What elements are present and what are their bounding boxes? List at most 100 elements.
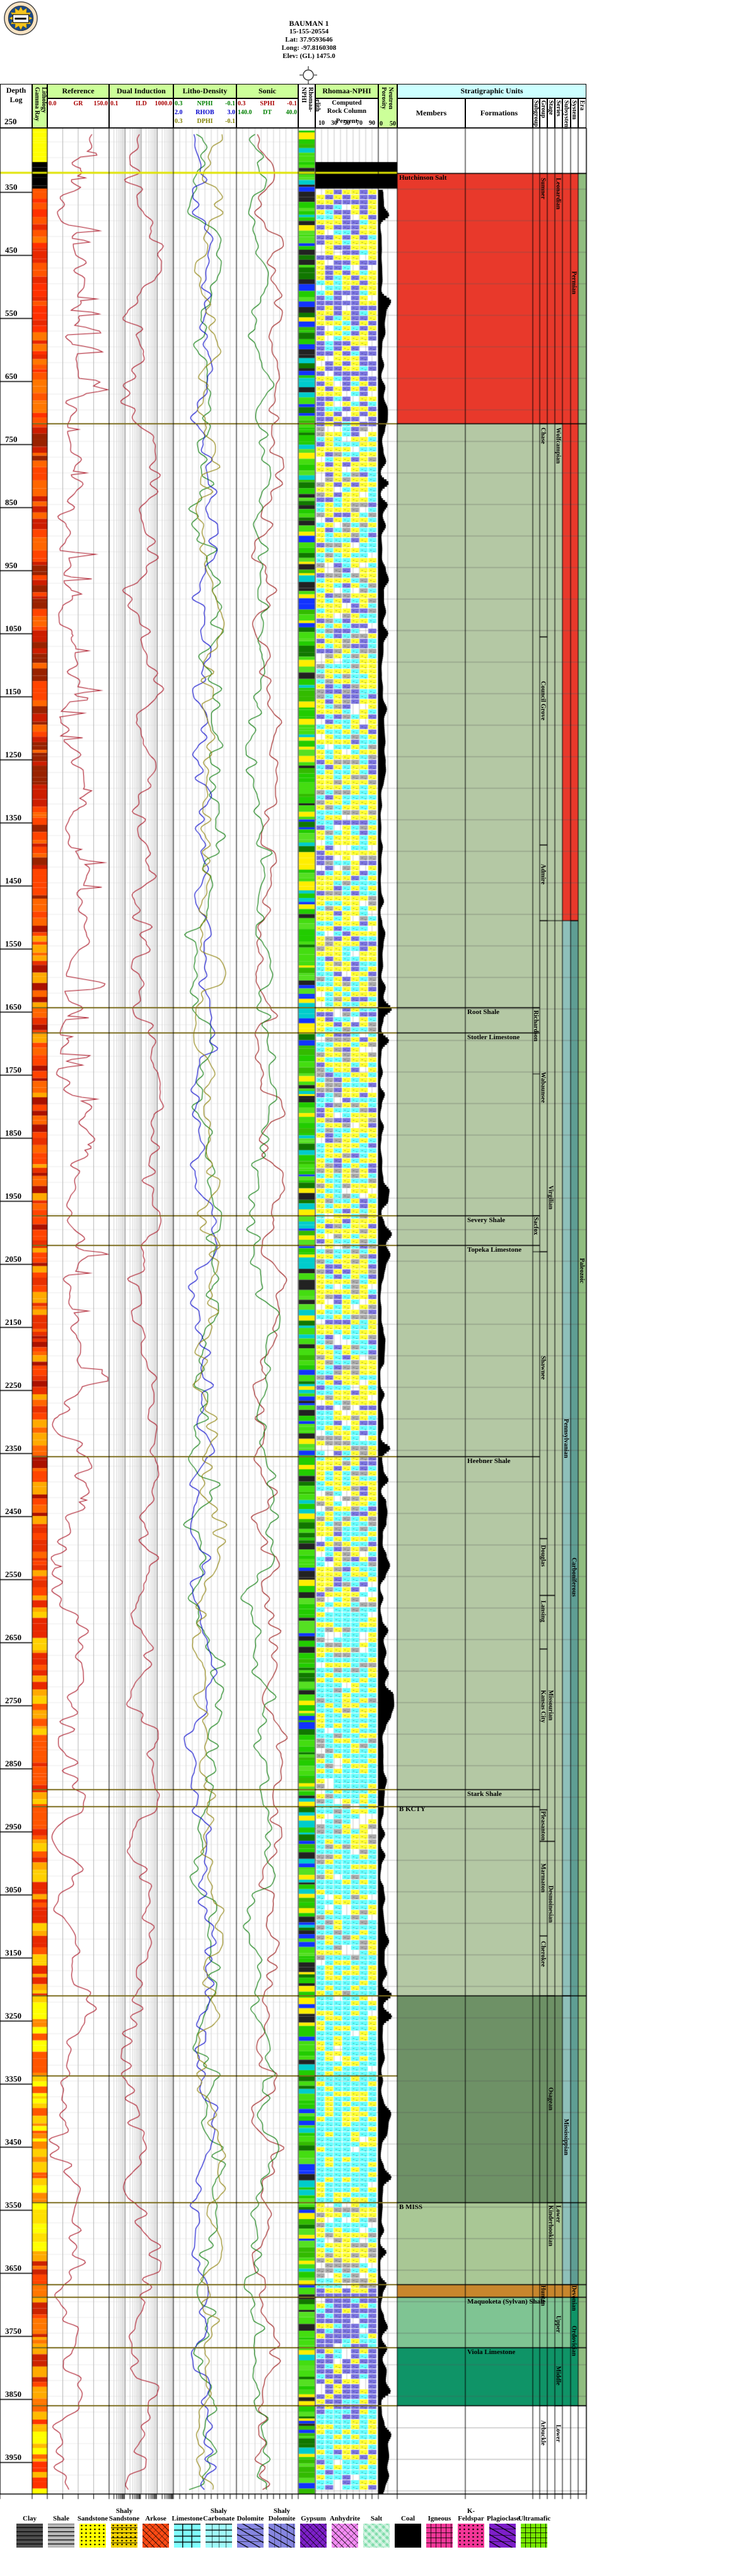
scale-right-DT: 40.0 [286, 109, 298, 116]
legend-item: Shaly Sandstone [108, 2506, 140, 2548]
depth-label-1050: 1050 [5, 624, 21, 633]
depth-label-3250: 3250 [5, 2011, 21, 2020]
track-title-ind: Dual Induction [109, 84, 173, 98]
strat-span-label-grp: Sumner [539, 178, 547, 199]
strat-span-label-stg: Desmoinesian [547, 1885, 554, 1923]
legend-swatch-brickdash [206, 2524, 232, 2548]
track-scales-ind: 0.1 ILD 1000.0 [109, 98, 173, 128]
member-label: B KCTY [399, 1805, 426, 1813]
track-title-den: Litho-Density [173, 84, 236, 98]
well-header-block: BAUMAN 1 15-155-20554 Lat: 37.9593646 Lo… [214, 19, 404, 61]
depth-label-750: 750 [5, 434, 18, 444]
track-title-ref: Reference [47, 84, 109, 98]
rock-percent-tick: 50 [344, 120, 350, 127]
track-title-son: Sonic [236, 84, 298, 98]
rank-label-grp: Group [540, 100, 547, 119]
strat-span-label-grp: Chase [539, 428, 547, 445]
scale-left-DT: 140.0 [238, 109, 252, 116]
scale-left-RHOB: 2.0 [175, 109, 183, 116]
well-elevation: Elev: (GL) 1475.0 [282, 52, 335, 60]
formations-label: Formations [480, 108, 518, 117]
depth-label-450: 450 [5, 245, 18, 255]
formation-label: Maquoketa (Sylvan) Shale [467, 2298, 546, 2305]
depth-label-3350: 3350 [5, 2074, 21, 2084]
scale-right-GR: 150.0 [93, 100, 108, 107]
rock-percent-tick: 10 [318, 120, 325, 127]
legend-item: Dolomite [235, 2506, 266, 2548]
strat-span-label-ssys: Mississippian [562, 2119, 569, 2155]
strat-span-label-grp: Wabaunsee [539, 1072, 547, 1103]
legend-swatch-dots [458, 2524, 484, 2548]
legend-item-label: Igneous [427, 2515, 451, 2522]
legend-swatch-solid [395, 2524, 421, 2548]
colorlith-label: Colorlith Rhomaa-NPHI [300, 87, 321, 112]
depth-label-3050: 3050 [5, 1885, 21, 1894]
rock-percent-tick: 90 [369, 120, 375, 127]
legend-item: Shaly Dolomite [266, 2506, 298, 2548]
rock-column-line3: Percent [335, 118, 358, 125]
legend-item: Sandstone [77, 2506, 108, 2548]
legend-swatch-dotdash [111, 2524, 137, 2548]
strat-span-label-sys: Permian [570, 271, 578, 294]
strat-span-label-grp: Lansing [539, 1600, 547, 1623]
legend-item: Limestone [171, 2506, 203, 2548]
depth-label-1850: 1850 [5, 1128, 21, 1138]
depth-label-2650: 2650 [5, 1633, 21, 1642]
formation-label: Viola Limestone [467, 2348, 516, 2356]
formation-label: Stark Shale [467, 1790, 502, 1798]
rock-percent-tick: 70 [356, 120, 363, 127]
legend-swatch-plus [426, 2524, 453, 2548]
scale-right-NPHI: -0.1 [225, 100, 235, 107]
member-label: B MISS [399, 2203, 422, 2211]
formation-label: Topeka Limestone [467, 1246, 522, 1254]
rock-column-title: Rhomaa-NPHI [315, 84, 378, 98]
well-name: BAUMAN 1 [289, 19, 329, 28]
legend-item-label: Arkose [145, 2515, 166, 2522]
rank-label-era: Era [578, 100, 586, 111]
scale-left-NPHI: 0.3 [175, 100, 183, 107]
legend-item-label: Shaly Dolomite [268, 2507, 296, 2522]
curve-name-DPHI: DPHI [197, 118, 213, 125]
depth-label-3650: 3650 [5, 2263, 21, 2273]
legend-item-label: Ultramafic [518, 2515, 551, 2522]
scale-right-RHOB: 3.0 [227, 109, 236, 116]
rank-label-ssys: Subsystem [562, 100, 570, 129]
strat-units-title: Stratigraphic Units [397, 84, 586, 98]
legend-item: Gypsum [298, 2506, 329, 2548]
formations-column-header: Formations [465, 98, 533, 128]
depth-label-850: 850 [5, 498, 18, 507]
legend-swatch-dash [48, 2524, 74, 2548]
depth-label-1550: 1550 [5, 939, 21, 948]
legend-swatch-dash [16, 2524, 43, 2548]
strat-span-label-grp: Hunton [539, 2285, 547, 2306]
member-label: Hutchinson Salt [399, 174, 447, 182]
legend-item: Clay [14, 2506, 45, 2548]
compass-icon [299, 66, 317, 84]
colorlith-header: Colorlith Rhomaa-NPHI [298, 84, 321, 128]
strat-span-label-grp: Douglas [539, 1545, 547, 1567]
legend-item-label: Gypsum [301, 2515, 326, 2522]
rank-column-header-sys [571, 98, 578, 128]
legend-item-label: Shaly Sandstone [108, 2507, 140, 2522]
depth-label-550: 550 [5, 308, 18, 318]
depth-label-2550: 2550 [5, 1570, 21, 1579]
curve-name-DT: DT [263, 109, 272, 116]
legend-item-label: Shale [53, 2515, 69, 2522]
legend-swatch-chev [332, 2524, 358, 2548]
depth-label-2250: 2250 [5, 1380, 21, 1390]
legend-item: Coal [392, 2506, 424, 2548]
depth-label-3450: 3450 [5, 2137, 21, 2147]
depth-label-3150: 3150 [5, 1948, 21, 1957]
rank-label-sub: Subgroup [532, 100, 540, 127]
depth-label-1650: 1650 [5, 1002, 21, 1011]
depth-label-1950: 1950 [5, 1191, 21, 1201]
scale-left-ILD: 0.1 [110, 100, 119, 107]
legend-swatch-brick [174, 2524, 201, 2548]
rock-percent-tick: 30 [331, 120, 337, 127]
curve-name-NPHI: NPHI [197, 100, 213, 107]
strat-span-label-ser: Lower [554, 2205, 562, 2223]
depth-label-3950: 3950 [5, 2452, 21, 2462]
strat-span-label-stg: Virgilian [547, 1186, 554, 1209]
track-scales-son: 0.3 SPHI -0.1 140.0 DT 40.0 [236, 98, 298, 128]
depth-label-1250: 1250 [5, 750, 21, 759]
